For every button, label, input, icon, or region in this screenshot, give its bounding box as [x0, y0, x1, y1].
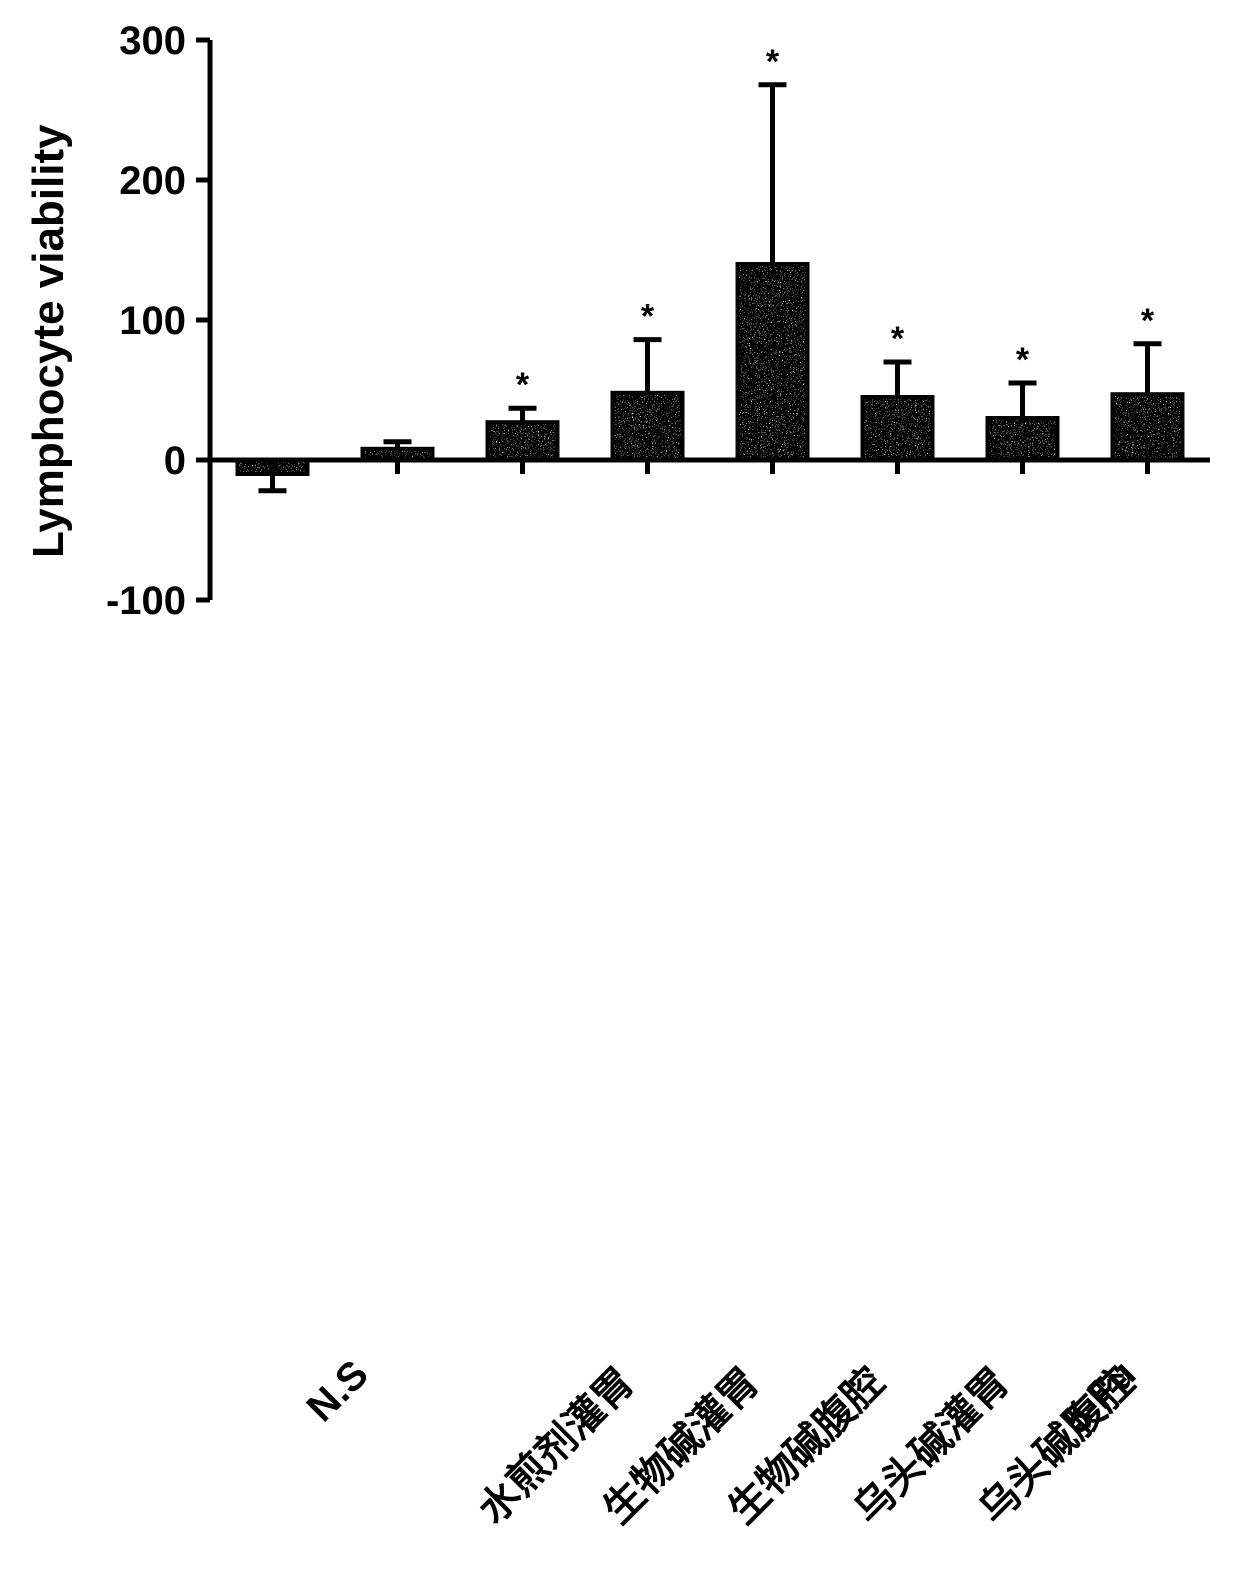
bar-chart: -100 0 100 200 300 * * * * * *: [0, 0, 1240, 862]
svg-text:*: *: [766, 43, 780, 81]
svg-text:*: *: [1141, 302, 1155, 340]
x-axis-label: PolyIC+牛磺酸: [1232, 1352, 1240, 1582]
svg-text:200: 200: [119, 159, 186, 203]
svg-text:100: 100: [119, 299, 186, 343]
svg-text:*: *: [516, 366, 530, 404]
svg-text:300: 300: [119, 19, 186, 63]
svg-text:0: 0: [164, 439, 186, 483]
svg-text:*: *: [891, 320, 905, 358]
svg-text:-100: -100: [106, 579, 186, 623]
chart-container: -100 0 100 200 300 * * * * * * Lymphocyte viabilit…: [0, 0, 1240, 862]
svg-text:*: *: [1016, 341, 1030, 379]
svg-text:*: *: [641, 298, 655, 336]
y-axis-label: Lymphocyte viability: [24, 124, 74, 558]
x-axis-label: N.S: [298, 1352, 377, 1431]
